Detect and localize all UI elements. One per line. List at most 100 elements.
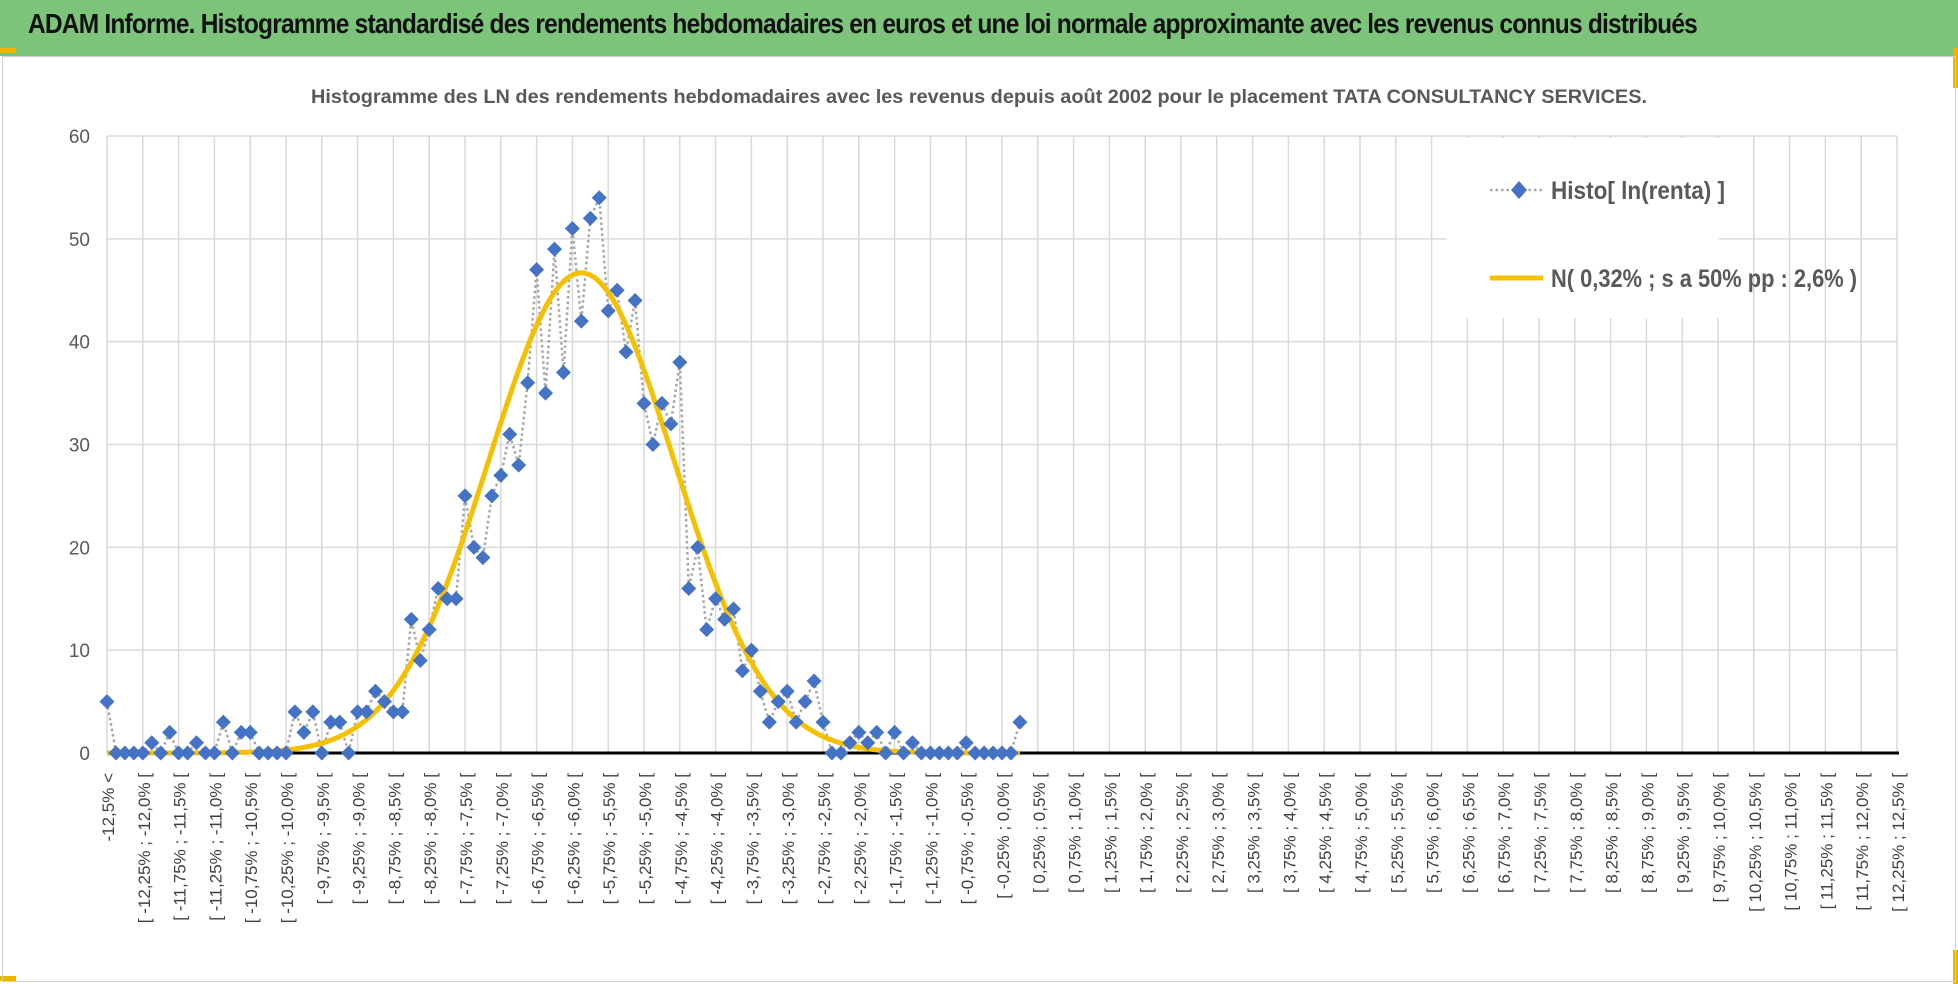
x-tick-label: [ 1,25% ; 1,5% [ <box>1101 773 1120 893</box>
x-tick-label: [ 5,25% ; 5,5% [ <box>1388 773 1407 893</box>
x-tick-label: -12,5% < <box>99 773 118 842</box>
histo-point <box>887 724 903 740</box>
histo-point <box>708 591 724 607</box>
histo-point <box>645 437 661 452</box>
x-tick-label: [ -12,25% ; -12,0% [ <box>135 773 154 924</box>
x-tick-label: [ -7,75% ; -7,5% [ <box>457 773 476 905</box>
x-tick-label: [ -4,75% ; -4,5% [ <box>672 773 691 905</box>
legend-normal-label: N( 0,32% ; s a 50% pp : 2,6% ) <box>1551 265 1857 293</box>
histo-point <box>985 745 1001 761</box>
x-tick-label: [ -2,25% ; -2,0% [ <box>851 773 870 905</box>
x-tick-label: [ -1,25% ; -1,0% [ <box>922 773 941 905</box>
x-tick-label: [ 3,75% ; 4,0% [ <box>1280 773 1299 893</box>
histo-point <box>224 745 240 761</box>
y-axis-ticks: 0 10 20 30 40 50 60 <box>69 127 90 765</box>
histo-point <box>931 745 947 761</box>
histo-point <box>180 745 196 761</box>
histo-point <box>251 745 267 761</box>
histo-point <box>332 714 348 730</box>
histo-point <box>600 303 616 319</box>
x-tick-label: [ -7,25% ; -7,0% [ <box>493 773 512 905</box>
histo-point <box>788 714 804 730</box>
x-tick-label: [ -3,75% ; -3,5% [ <box>743 773 762 905</box>
histo-point <box>376 694 392 710</box>
histo-point <box>350 704 366 720</box>
chart-title: Histogramme des LN des rendements hebdom… <box>311 86 1647 108</box>
histo-point <box>743 642 759 658</box>
histo-point <box>359 704 375 720</box>
histo-point <box>851 724 867 740</box>
legend: Histo[ ln(renta) ] N( 0,32% ; s a 50% pp… <box>1447 138 1857 318</box>
histo-point <box>189 735 204 751</box>
x-tick-label: [ 5,75% ; 6,0% [ <box>1424 773 1443 893</box>
x-tick-label: [ 8,75% ; 9,0% [ <box>1638 773 1657 893</box>
histo-point <box>833 745 849 761</box>
x-tick-label: [ 9,25% ; 9,5% [ <box>1674 773 1693 893</box>
histo-point <box>466 539 482 555</box>
histo-point <box>672 354 688 370</box>
histo-point <box>994 745 1010 761</box>
histo-point <box>967 745 983 761</box>
histo-point <box>806 673 822 689</box>
histo-point <box>878 745 894 761</box>
histo-point <box>940 745 956 761</box>
x-tick-label: [ 6,75% ; 7,0% [ <box>1495 773 1514 893</box>
histo-point <box>752 683 768 699</box>
histo-point <box>305 704 321 720</box>
y-tick-label: 0 <box>79 744 90 765</box>
x-tick-label: [ 6,25% ; 6,5% [ <box>1459 773 1478 893</box>
histo-point <box>215 714 231 730</box>
histo-point <box>573 313 589 329</box>
x-tick-label: [ -5,75% ; -5,5% [ <box>600 773 619 905</box>
histo-point <box>913 745 929 761</box>
histo-point <box>564 221 580 237</box>
y-tick-label: 40 <box>69 333 90 354</box>
histo-point <box>502 426 518 442</box>
x-tick-label: [ -0,25% ; 0,0% [ <box>994 773 1013 899</box>
x-tick-label: [ -8,75% ; -8,5% [ <box>385 773 404 905</box>
histo-point <box>368 683 383 699</box>
x-tick-label: [ 2,75% ; 3,0% [ <box>1209 773 1228 893</box>
histo-point <box>555 365 571 381</box>
histo-point <box>815 714 831 730</box>
legend-histo-marker <box>1511 181 1527 199</box>
histo-point <box>484 488 500 504</box>
plot-area <box>99 190 1028 761</box>
histo-point <box>538 385 554 401</box>
histo-point <box>690 539 706 555</box>
x-tick-label: [ 4,25% ; 4,5% [ <box>1316 773 1335 893</box>
histo-point <box>126 745 142 761</box>
x-tick-label: [ -10,75% ; -10,5% [ <box>242 773 261 924</box>
histo-point <box>699 622 715 638</box>
x-tick-label: [ 3,25% ; 3,5% [ <box>1245 773 1264 893</box>
normal-curve <box>106 270 1021 756</box>
y-tick-label: 60 <box>69 127 90 148</box>
x-axis-ticks: -12,5% < [ -12,25% ; -12,0% [[ -11,75% ; … <box>99 773 1908 924</box>
histo-point <box>242 724 258 740</box>
histo-point <box>153 745 169 761</box>
histo-point <box>520 375 536 391</box>
histo-point <box>439 591 455 607</box>
corner-marker <box>0 48 16 53</box>
x-tick-label: [ 10,75% ; 11,0% [ <box>1782 773 1801 911</box>
histo-point <box>269 745 285 761</box>
x-tick-label: [ 7,75% ; 8,0% [ <box>1567 773 1586 893</box>
histo-point <box>421 622 437 638</box>
y-tick-label: 50 <box>69 230 90 251</box>
histo-point <box>618 344 634 360</box>
histo-point <box>135 745 151 761</box>
histo-point <box>860 735 876 751</box>
histo-point <box>341 745 357 761</box>
y-tick-label: 20 <box>69 538 90 559</box>
histo-point <box>197 745 213 761</box>
histo-point <box>171 745 187 761</box>
histo-point <box>654 395 670 411</box>
x-tick-label: [ 7,25% ; 7,5% [ <box>1531 773 1550 893</box>
histo-point <box>663 416 679 432</box>
x-tick-label: [ 1,75% ; 2,0% [ <box>1137 773 1156 893</box>
histo-point <box>726 601 741 617</box>
histo-point <box>582 210 598 226</box>
x-tick-label: [ -10,25% ; -10,0% [ <box>278 773 297 924</box>
histo-point <box>475 550 491 566</box>
